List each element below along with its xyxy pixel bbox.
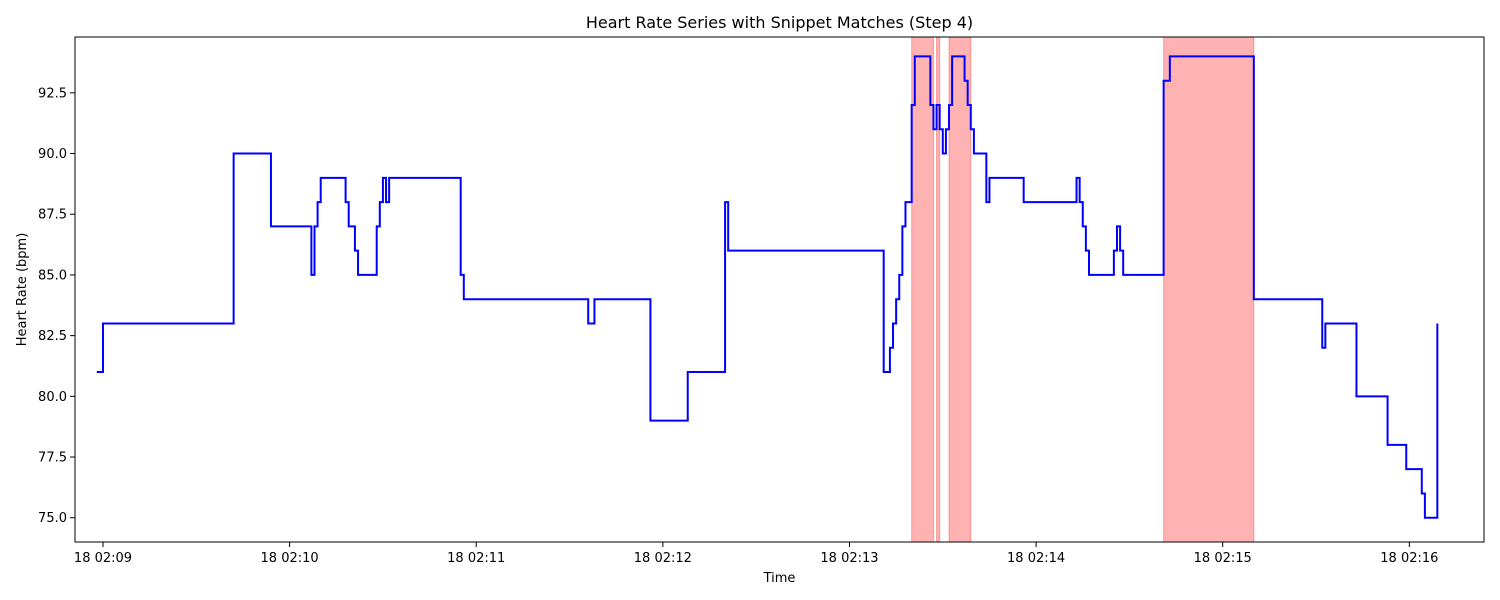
x-tick-label: 18 02:16	[1380, 551, 1438, 566]
highlight-layer	[911, 36, 1255, 543]
y-tick-label: 75.0	[38, 511, 67, 526]
x-tick-label: 18 02:13	[820, 551, 878, 566]
series-layer	[96, 55, 1439, 519]
x-tick-label: 18 02:12	[634, 551, 692, 566]
x-tick-label: 18 02:11	[447, 551, 505, 566]
x-tick-label: 18 02:15	[1194, 551, 1252, 566]
heart-rate-line	[96, 55, 1439, 519]
x-axis-label: Time	[763, 571, 796, 586]
x-tick-label: 18 02:14	[1007, 551, 1065, 566]
x-axis: 18 02:09 18 02:10 18 02:11 18 02:12 18 02:13…	[74, 542, 1438, 566]
snippet-match-span	[948, 36, 972, 543]
snippet-match-span	[911, 36, 934, 543]
y-tick-label: 82.5	[38, 329, 67, 344]
y-tick-label: 90.0	[38, 147, 67, 162]
snippet-match-span	[1163, 36, 1255, 543]
y-tick-label: 77.5	[38, 451, 67, 466]
y-tick-label: 87.5	[38, 208, 67, 223]
y-axis-label: Heart Rate (bpm)	[15, 233, 30, 347]
y-tick-label: 92.5	[38, 86, 67, 101]
x-tick-label: 18 02:09	[74, 551, 132, 566]
plot-frame	[74, 36, 1485, 543]
y-tick-label: 80.0	[38, 390, 67, 405]
x-tick-label: 18 02:10	[261, 551, 319, 566]
y-tick-label: 85.0	[38, 268, 67, 283]
y-axis: 75.0 77.5 80.0 82.5 85.0 87.5 90.0 92.5	[38, 86, 75, 526]
chart-title: Heart Rate Series with Snippet Matches (…	[586, 13, 973, 32]
